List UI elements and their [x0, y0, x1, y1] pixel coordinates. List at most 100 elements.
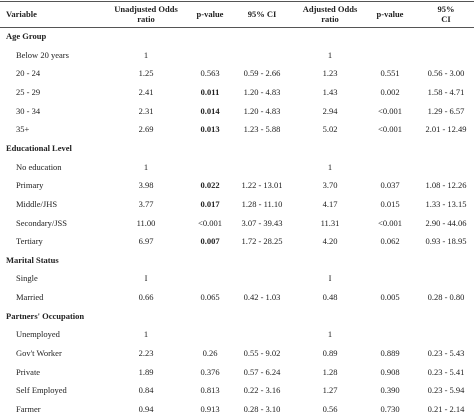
cell: 0.908 — [380, 366, 400, 377]
cell: 0.563 — [200, 68, 220, 79]
row-label: Gov't Worker — [16, 348, 62, 359]
cell: 0.022 — [200, 180, 220, 191]
cell: 0.59 - 2.66 — [243, 68, 281, 79]
cell: 1.89 — [138, 366, 154, 377]
cell: 2.01 - 12.49 — [425, 124, 467, 135]
cell: 1 — [143, 329, 149, 340]
cell: 0.015 — [380, 198, 400, 209]
cell: 0.390 — [380, 385, 400, 396]
row-label: Private — [16, 366, 41, 377]
row-label: Below 20 years — [16, 49, 69, 60]
cell: 2.23 — [138, 348, 154, 359]
row-label: Self Employed — [16, 385, 67, 396]
cell: <0.001 — [198, 217, 222, 228]
cell: I — [144, 273, 148, 284]
row-label: Primary — [16, 180, 44, 191]
cell: 0.007 — [200, 236, 220, 247]
top-rule — [0, 1, 474, 2]
row-label: Tertiary — [16, 236, 43, 247]
cell: 4.20 — [322, 236, 338, 247]
row-label: Married — [16, 292, 44, 303]
cell: 0.002 — [380, 86, 400, 97]
row-label: 35+ — [16, 124, 30, 135]
cell: 11.31 — [320, 217, 340, 228]
cell: 3.70 — [322, 180, 338, 191]
cell: 1 — [143, 49, 149, 60]
row-label: Secondary/JSS — [16, 217, 67, 228]
cell: 0.813 — [200, 385, 220, 396]
cell: 0.005 — [380, 292, 400, 303]
cell: 1.28 — [322, 366, 338, 377]
cell: 0.23 - 5.94 — [427, 385, 465, 396]
cell: 1.22 - 13.01 — [241, 180, 283, 191]
row-label: Single — [16, 273, 38, 284]
cell: <0.001 — [378, 105, 402, 116]
cell: 1.23 — [322, 68, 338, 79]
cell: 0.889 — [380, 348, 400, 359]
cell: 11.00 — [136, 217, 156, 228]
cell: 0.23 - 5.41 — [427, 366, 465, 377]
cell: 1.43 — [322, 86, 338, 97]
cell: 0.037 — [380, 180, 400, 191]
cell: 0.57 - 6.24 — [243, 366, 281, 377]
cell: 0.56 — [322, 404, 338, 414]
cell: 0.66 — [138, 292, 154, 303]
cell: 1.20 - 4.83 — [243, 86, 281, 97]
cell: 1 — [327, 329, 333, 340]
cell: 0.26 — [202, 348, 218, 359]
cell: I — [328, 273, 332, 284]
cell: 0.93 - 18.95 — [425, 236, 467, 247]
header-cell: Adjusted Odds ratio — [302, 4, 358, 24]
header-cell: Unadjusted Odds ratio — [114, 4, 178, 24]
cell: 1.58 - 4.71 — [427, 86, 465, 97]
cell: 3.07 - 39.43 — [241, 217, 283, 228]
cell: 1.27 — [322, 385, 338, 396]
cell: <0.001 — [378, 124, 402, 135]
cell: 5.02 — [322, 124, 338, 135]
cell: 0.376 — [200, 366, 220, 377]
cell: 0.48 — [322, 292, 338, 303]
cell: 2.41 — [138, 86, 154, 97]
header-cell: 95% CI — [437, 4, 455, 24]
cell: 1.29 - 6.57 — [427, 105, 465, 116]
cell: 1.20 - 4.83 — [243, 105, 281, 116]
cell: 0.062 — [380, 236, 400, 247]
cell: 1 — [327, 161, 333, 172]
header-cell: 95% CI — [247, 9, 277, 19]
section-title: Marital Status — [6, 254, 59, 265]
cell: 0.56 - 3.00 — [427, 68, 465, 79]
cell: 2.94 — [322, 105, 338, 116]
cell: 0.94 — [138, 404, 154, 414]
cell: 0.23 - 5.43 — [427, 348, 465, 359]
cell: 0.28 - 0.80 — [427, 292, 465, 303]
cell: 1.28 - 11.10 — [241, 198, 283, 209]
row-label: No education — [16, 161, 62, 172]
header-rule — [0, 27, 474, 28]
header-cell: Variable — [6, 9, 37, 19]
cell: 0.84 — [138, 385, 154, 396]
cell: 1.25 — [138, 68, 154, 79]
cell: 0.42 - 1.03 — [243, 292, 281, 303]
cell: 1.33 - 13.15 — [425, 198, 467, 209]
cell: 1 — [143, 161, 149, 172]
cell: 2.90 - 44.06 — [425, 217, 467, 228]
cell: <0.001 — [378, 217, 402, 228]
cell: 0.065 — [200, 292, 220, 303]
cell: 0.89 — [322, 348, 338, 359]
cell: 0.730 — [380, 404, 400, 414]
cell: 0.017 — [200, 198, 220, 209]
cell: 0.014 — [200, 105, 220, 116]
cell: 0.913 — [200, 404, 220, 414]
row-label: Middle/JHS — [16, 198, 58, 209]
header-cell: p-value — [196, 9, 224, 19]
cell: 0.21 - 2.14 — [427, 404, 465, 414]
cell: 0.28 - 3.10 — [243, 404, 281, 414]
row-label: Unemployed — [16, 329, 60, 340]
row-label: 25 - 29 — [16, 86, 41, 97]
cell: 6.97 — [138, 236, 154, 247]
cell: 3.98 — [138, 180, 154, 191]
cell: 1.72 - 28.25 — [241, 236, 283, 247]
cell: 1.23 - 5.88 — [243, 124, 281, 135]
cell: 1.08 - 12.26 — [425, 180, 467, 191]
